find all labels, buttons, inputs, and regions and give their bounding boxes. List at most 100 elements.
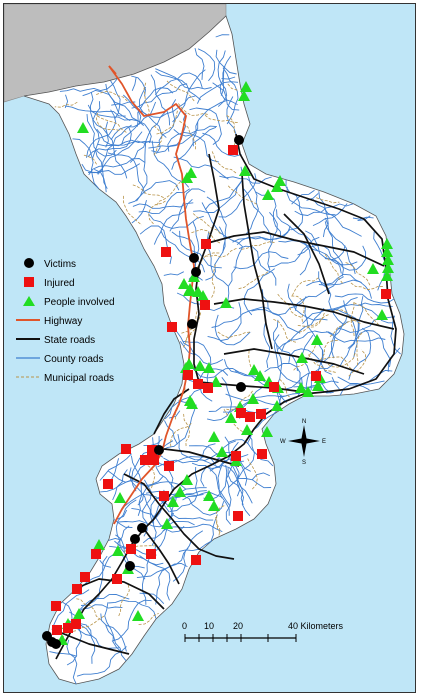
municipal-road (297, 312, 325, 333)
state-road (143, 528, 180, 585)
municipal-road (211, 149, 237, 174)
county-road (182, 491, 230, 516)
county-road (137, 481, 187, 506)
injured-marker (233, 511, 243, 521)
municipal-road (192, 213, 222, 236)
people-involved-marker (295, 382, 307, 393)
victim-marker (187, 319, 197, 329)
people-involved-marker (240, 81, 252, 92)
county-road (115, 499, 137, 554)
county-road (155, 68, 212, 90)
compass-e: E (322, 439, 326, 445)
county-road (66, 639, 78, 685)
people-involved-marker (376, 309, 388, 320)
county-road (312, 203, 348, 227)
county-road (136, 87, 174, 127)
people-involved-marker (381, 238, 393, 249)
county-road (215, 49, 237, 75)
injured-marker (149, 455, 159, 465)
county-road (220, 55, 232, 96)
injured-marker (245, 412, 255, 422)
county-road (217, 441, 239, 499)
county-road (331, 302, 393, 312)
county-road (318, 271, 344, 325)
county-road (155, 562, 188, 605)
county-road (150, 74, 171, 126)
people-involved-marker (194, 360, 206, 371)
county-road (273, 319, 298, 372)
state-road (241, 173, 273, 350)
people-involved-marker (381, 270, 393, 281)
state-road (51, 628, 130, 655)
people-involved-marker (208, 500, 220, 511)
state-road (73, 578, 165, 610)
people-involved-marker (181, 474, 193, 485)
people-involved-marker (247, 393, 259, 404)
county-road (339, 311, 357, 368)
county-road (212, 82, 240, 111)
municipal-road (143, 463, 156, 493)
state-road (213, 298, 395, 330)
people-involved-marker (239, 165, 251, 176)
scale-label-40: 40 Kilometers (288, 621, 344, 631)
county-road (107, 152, 145, 194)
victim-marker (191, 267, 201, 277)
county-road (201, 202, 244, 248)
county-road (206, 196, 227, 253)
injured-marker (71, 619, 81, 629)
county-road (196, 81, 239, 104)
legend-victims-symbol (24, 258, 34, 268)
county-road (287, 283, 328, 321)
county-road (225, 465, 232, 525)
injured-marker (269, 382, 279, 392)
people-involved-marker (186, 398, 198, 409)
municipal-road (143, 82, 150, 118)
county-road (172, 530, 204, 582)
county-road (245, 176, 259, 235)
county-road (172, 69, 206, 123)
people-involved-marker (274, 175, 286, 186)
municipal-road (165, 79, 195, 102)
municipal-road (148, 199, 167, 225)
county-road (224, 436, 241, 497)
legend-people-involved-symbol (23, 296, 35, 306)
municipal-road (210, 264, 216, 300)
people-involved-marker (197, 290, 209, 301)
county-road (99, 559, 112, 568)
county-road (154, 72, 203, 96)
municipal-road (291, 277, 319, 297)
scale-label-10: 10 (204, 621, 214, 631)
county-road (100, 613, 127, 652)
compass-needle-ew (288, 438, 320, 444)
county-road (138, 86, 167, 138)
county-road (140, 95, 196, 118)
injured-marker (311, 371, 321, 381)
county-road (192, 99, 228, 147)
municipal-road (94, 91, 128, 102)
county-road (324, 245, 367, 271)
county-road (261, 289, 301, 334)
people-involved-marker (93, 539, 105, 550)
people-involved-marker (312, 380, 324, 391)
county-road (78, 593, 130, 618)
county-road (318, 191, 329, 238)
county-road (168, 410, 181, 419)
municipal-road (181, 328, 193, 334)
people-involved-marker (382, 254, 394, 265)
county-road (87, 127, 132, 158)
highway-layer (108, 65, 195, 525)
legend-county-roads-label: County roads (44, 354, 103, 365)
county-road (288, 348, 332, 375)
people-involved-marker (114, 492, 126, 503)
victim-marker (154, 445, 164, 455)
legend-injured-label: Injured (44, 278, 75, 289)
municipal-road (54, 101, 78, 108)
scale-label-0: 0 (182, 621, 187, 631)
legend-victims-label: Victims (44, 259, 76, 270)
municipal-road (216, 504, 226, 536)
county-road (163, 271, 185, 276)
state-road (223, 348, 365, 375)
injured-marker (80, 572, 90, 582)
municipal-road (226, 114, 237, 148)
legend-municipal-roads-label: Municipal roads (44, 373, 114, 384)
